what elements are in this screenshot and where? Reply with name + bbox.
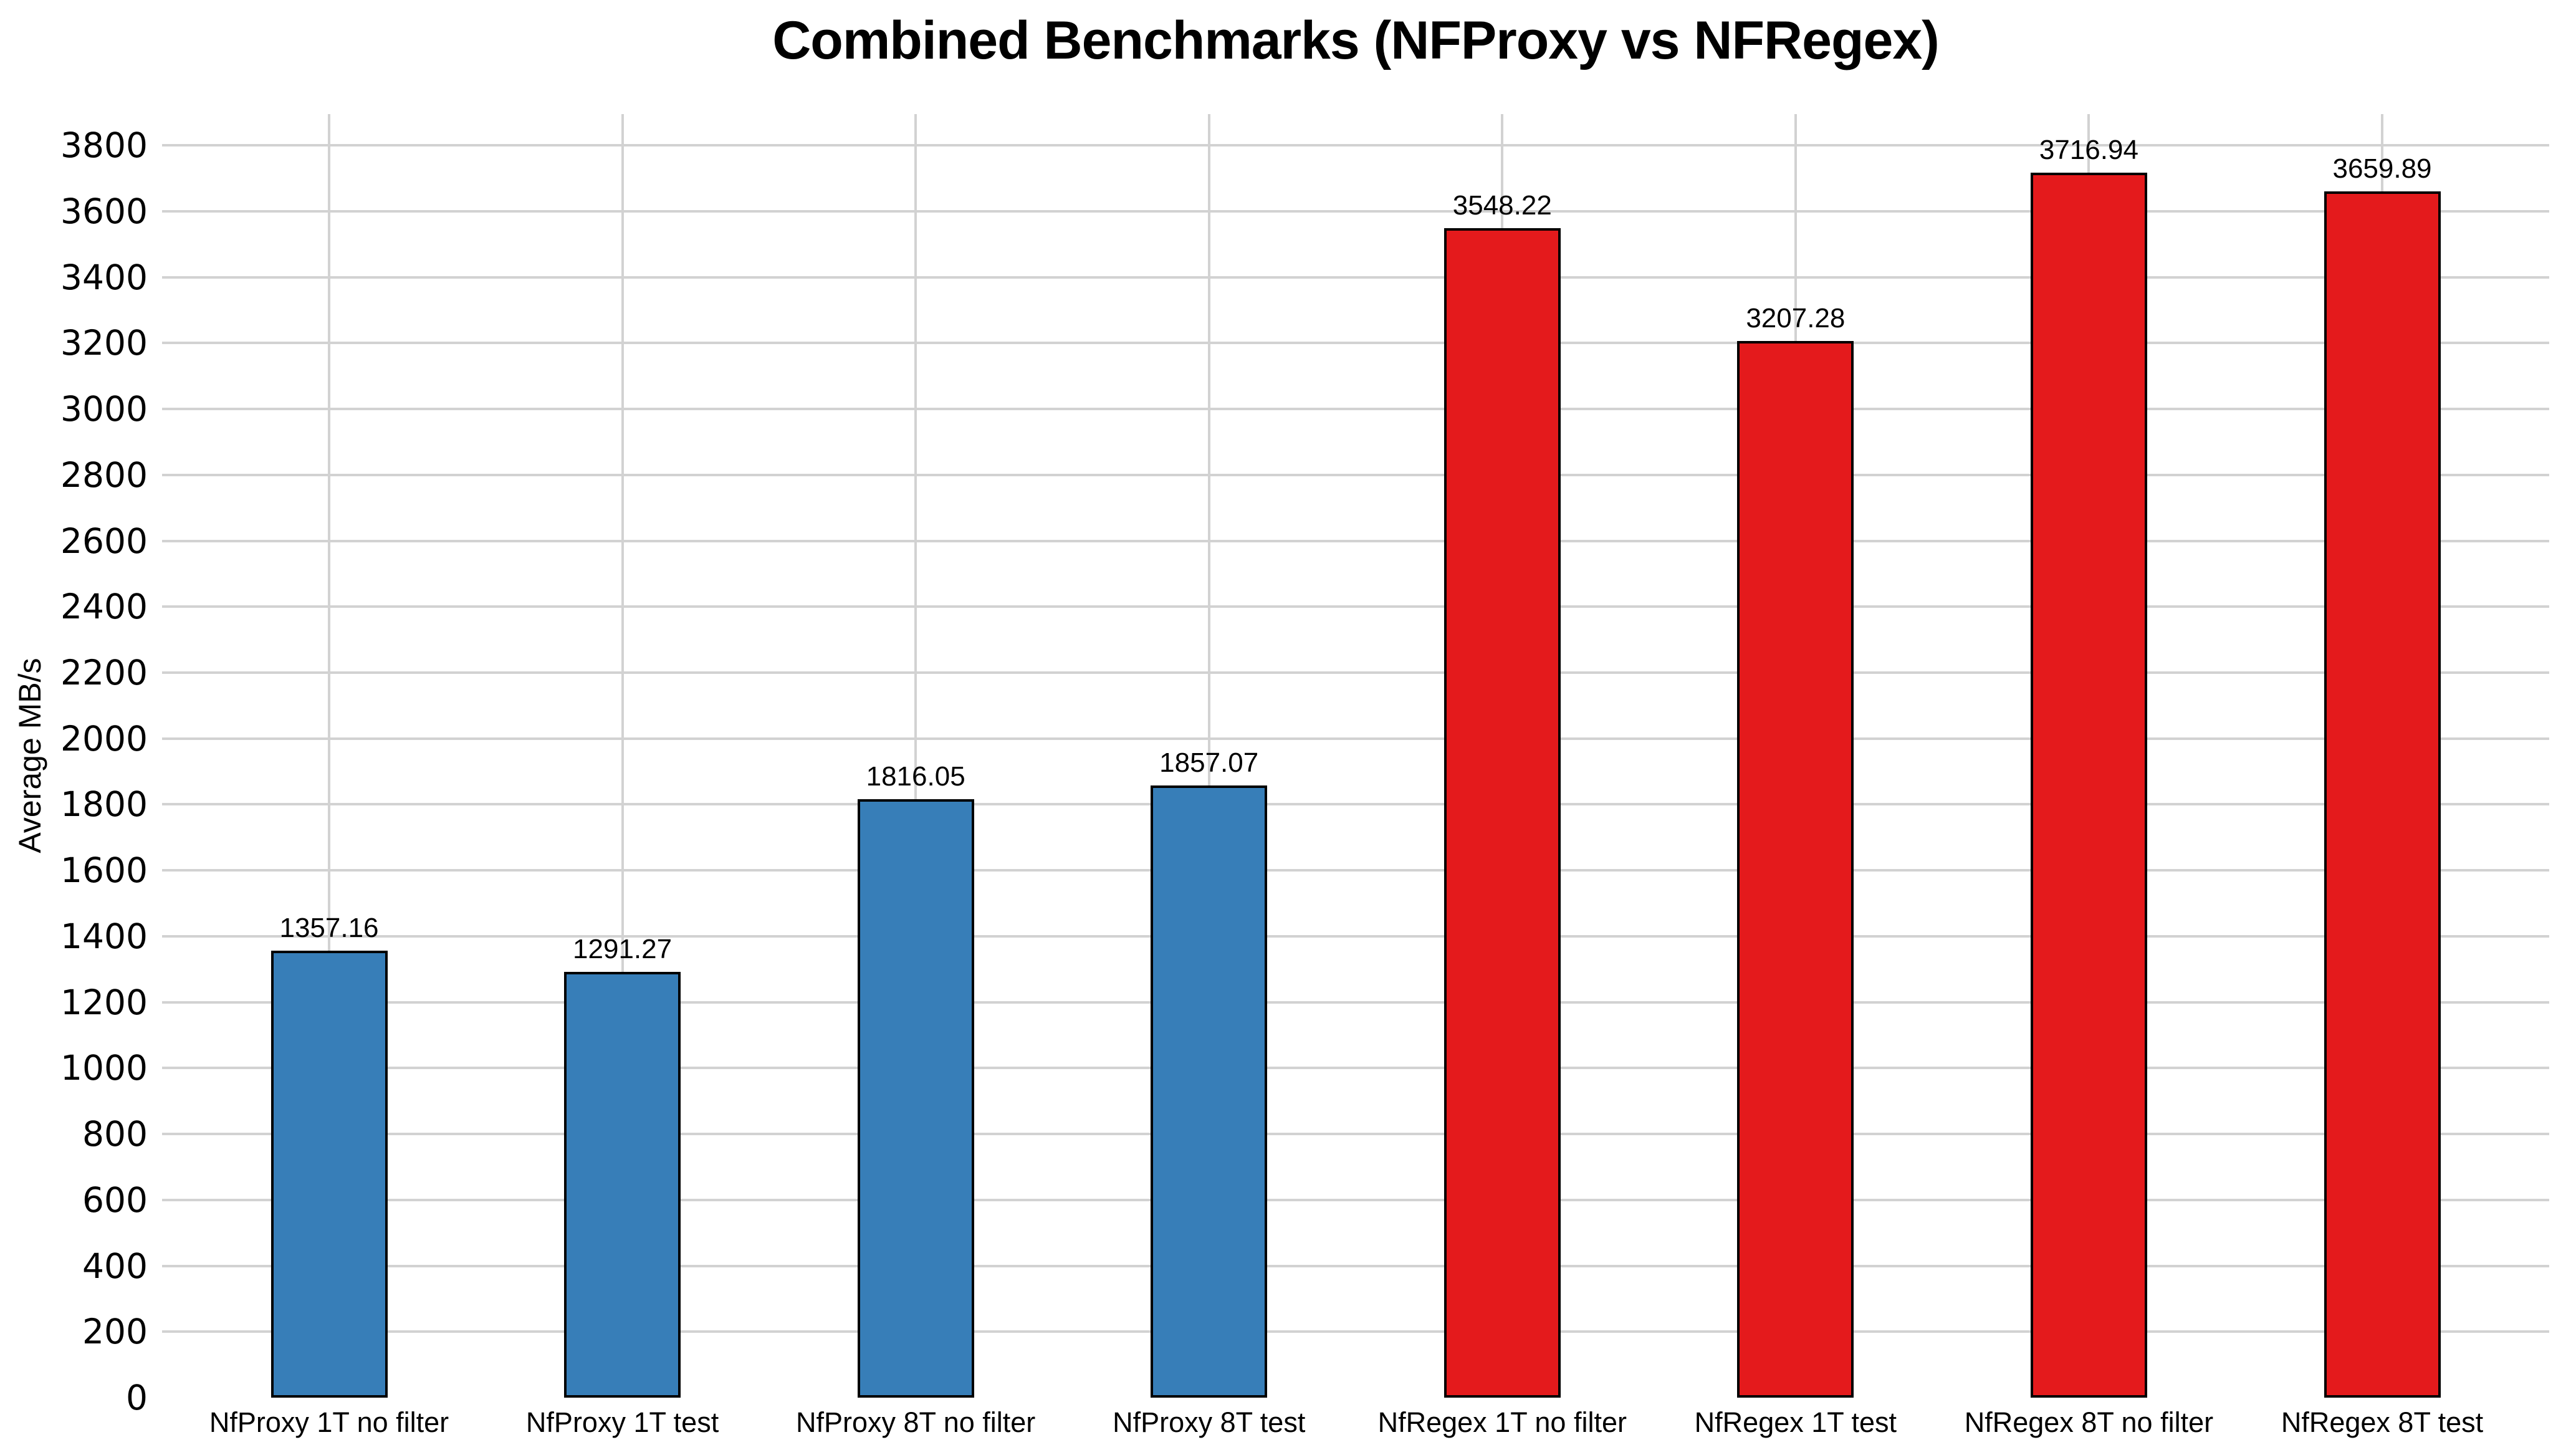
horizontal-gridline xyxy=(162,869,2549,872)
horizontal-gridline xyxy=(162,408,2549,411)
bar-value-label: 3207.28 xyxy=(1746,302,1846,334)
x-tick-label: NfProxy 1T no filter xyxy=(209,1406,449,1438)
vertical-gridline xyxy=(914,114,917,1398)
bar xyxy=(2030,173,2147,1398)
y-tick-label: 3600 xyxy=(60,191,148,231)
y-tick-label: 2200 xyxy=(60,653,148,693)
bar xyxy=(564,972,681,1398)
y-tick-label: 1800 xyxy=(60,784,148,825)
bar-value-label: 1857.07 xyxy=(1159,747,1259,779)
horizontal-gridline xyxy=(162,1001,2549,1004)
x-tick-label: NfRegex 1T test xyxy=(1694,1406,1897,1438)
x-tick-label: NfProxy 8T test xyxy=(1113,1406,1306,1438)
horizontal-gridline xyxy=(162,209,2549,213)
bar-value-label: 3659.89 xyxy=(2332,153,2432,185)
horizontal-gridline xyxy=(162,737,2549,740)
horizontal-gridline xyxy=(162,1133,2549,1136)
y-tick-label: 600 xyxy=(82,1179,148,1220)
horizontal-gridline xyxy=(162,276,2549,279)
y-tick-label: 200 xyxy=(82,1312,148,1352)
y-tick-label: 2800 xyxy=(60,454,148,495)
y-tick-label: 3800 xyxy=(60,125,148,166)
x-tick-label: NfRegex 8T no filter xyxy=(1964,1406,2214,1438)
y-tick-label: 800 xyxy=(82,1114,148,1155)
bar xyxy=(857,799,974,1398)
horizontal-gridline xyxy=(162,144,2549,147)
bar-value-label: 1357.16 xyxy=(279,912,379,943)
vertical-gridline xyxy=(1207,114,1210,1398)
bar xyxy=(1444,228,1561,1398)
y-tick-label: 1400 xyxy=(60,916,148,956)
bar xyxy=(2324,191,2441,1398)
plot-area: 1357.16 1291.27 1816.05 1857.07 3548.22 3207.… xyxy=(162,114,2549,1398)
horizontal-gridline xyxy=(162,1264,2549,1267)
horizontal-gridline xyxy=(162,803,2549,806)
bar-value-label: 3548.22 xyxy=(1452,190,1552,221)
x-tick-label: NfRegex 1T no filter xyxy=(1377,1406,1627,1438)
y-tick-label: 400 xyxy=(82,1246,148,1286)
bar xyxy=(271,950,388,1398)
bar-value-label: 1291.27 xyxy=(573,934,673,965)
horizontal-gridline xyxy=(162,1067,2549,1070)
horizontal-gridline xyxy=(162,342,2549,345)
horizontal-gridline xyxy=(162,1330,2549,1333)
horizontal-gridline xyxy=(162,934,2549,938)
horizontal-gridline xyxy=(162,671,2549,675)
x-tick-label: NfProxy 8T no filter xyxy=(795,1406,1036,1438)
horizontal-gridline xyxy=(162,539,2549,542)
y-tick-label: 2400 xyxy=(60,587,148,627)
vertical-gridline xyxy=(328,114,330,1398)
bar xyxy=(1737,340,1854,1398)
x-tick-label: NfProxy 1T test xyxy=(525,1406,719,1438)
vertical-gridline xyxy=(621,114,624,1398)
bar-value-label: 3716.94 xyxy=(2039,135,2138,166)
y-tick-label: 3000 xyxy=(60,389,148,430)
horizontal-gridline xyxy=(162,605,2549,608)
y-tick-label: 1000 xyxy=(60,1048,148,1088)
x-tick-label: NfRegex 8T test xyxy=(2281,1406,2484,1438)
horizontal-gridline xyxy=(162,473,2549,476)
y-tick-label: 1200 xyxy=(60,982,148,1022)
y-tick-label: 3400 xyxy=(60,257,148,297)
chart-title: Combined Benchmarks (NFProxy vs NFRegex) xyxy=(772,11,1940,70)
bar-value-label: 1816.05 xyxy=(866,761,965,792)
horizontal-gridline xyxy=(162,1198,2549,1201)
y-tick-label: 0 xyxy=(126,1378,148,1418)
y-tick-label: 2000 xyxy=(60,718,148,759)
bar xyxy=(1151,785,1268,1398)
y-tick-label: 3200 xyxy=(60,323,148,363)
y-tick-label: 2600 xyxy=(60,521,148,561)
y-tick-label: 1600 xyxy=(60,850,148,891)
